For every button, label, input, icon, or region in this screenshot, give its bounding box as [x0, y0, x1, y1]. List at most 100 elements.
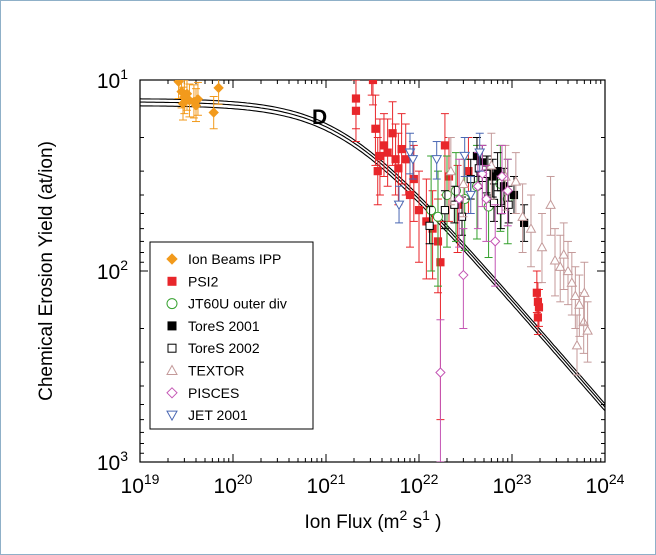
data-point: [190, 100, 202, 111]
data-point: [383, 148, 392, 157]
x-tick-exp: 23: [516, 471, 532, 487]
x-axis-label-main: Ion Flux (m: [304, 512, 399, 533]
legend-entry: PSI2: [167, 273, 219, 289]
y-tick-label: 103: [97, 448, 128, 475]
data-point: [465, 190, 477, 201]
legend-label: ToreS 2001: [188, 318, 260, 334]
data-point: [570, 290, 581, 300]
x-tick-exp: 22: [423, 471, 439, 487]
x-tick-base: 10: [493, 475, 516, 498]
data-point: [177, 98, 189, 109]
legend-label: Ion Beams IPP: [188, 251, 281, 267]
data-point: [582, 325, 593, 335]
data-point: [453, 193, 465, 205]
legend-marker: [166, 298, 178, 310]
data-point: [534, 303, 544, 312]
fit-curve: [140, 105, 605, 412]
data-point: [493, 167, 502, 176]
data-point: [393, 200, 405, 211]
x-tick-base: 10: [400, 475, 423, 498]
data-point: [472, 181, 484, 192]
data-point: [458, 178, 469, 189]
data-point: [373, 167, 382, 176]
data-point: [440, 206, 450, 215]
data-point: [397, 144, 406, 154]
data-point: [414, 206, 424, 215]
x-tick-labels: 1019 1020 1021 1022 1023 1024: [121, 471, 625, 498]
data-point: [496, 171, 508, 182]
data-point: [578, 316, 590, 327]
y-tick-base: 10: [97, 261, 120, 284]
annotation-d: D: [312, 106, 327, 129]
data-point: [375, 151, 385, 161]
data-point: [525, 223, 537, 233]
x-tick-base: 10: [214, 475, 237, 498]
data-point: [562, 265, 574, 276]
legend-label: PISCES: [188, 385, 239, 401]
data-point: [571, 339, 583, 350]
x-tick-label: 1023: [493, 471, 532, 498]
x-tick-label: 1022: [400, 471, 439, 498]
x-tick-exp: 19: [144, 471, 160, 487]
data-point: [368, 80, 378, 85]
data-point: [579, 287, 590, 297]
legend-label: PSI2: [188, 273, 219, 289]
data-point: [459, 151, 471, 162]
series-ion-beams-ipp: [173, 80, 224, 130]
data-point: [208, 107, 219, 118]
data-point: [401, 155, 410, 164]
legend-marker: [167, 276, 177, 286]
x-tick-base: 10: [307, 475, 330, 498]
data-point: [407, 155, 419, 165]
data-point: [574, 299, 585, 309]
x-axis-label: Ion Flux (m2 s1 ): [304, 507, 441, 533]
data-point: [440, 141, 450, 150]
data-point: [558, 249, 570, 259]
legend-entry: ToreS 2001: [167, 318, 260, 334]
data-point: [566, 277, 578, 287]
y-tick-exp: 3: [120, 448, 128, 464]
data-point: [431, 155, 443, 165]
legend-box: [149, 241, 314, 430]
data-point: [536, 241, 548, 252]
x-tick-exp: 21: [330, 471, 346, 487]
x-tick-label: 1024: [586, 471, 625, 498]
data-point: [351, 106, 361, 115]
data-point: [481, 193, 492, 205]
legend-marker: [166, 410, 178, 422]
y-tick-label: 101: [97, 66, 128, 93]
data-point: [379, 141, 389, 150]
data-point: [504, 200, 513, 209]
data-point: [509, 190, 519, 200]
data-point: [368, 68, 375, 75]
x-tick-label: 1020: [214, 471, 253, 498]
legend-marker: [166, 253, 178, 265]
fit-curve: [140, 98, 605, 405]
data-point: [436, 258, 445, 267]
legend-entry: PISCES: [166, 385, 239, 401]
legend-label: ToreS 2002: [188, 340, 260, 356]
data-point: [432, 211, 443, 222]
data-point: [425, 221, 434, 230]
data-point: [554, 261, 566, 271]
legend-marker: [167, 321, 177, 331]
data-point: [405, 190, 415, 200]
data-point: [371, 124, 380, 133]
legend-label: JET 2001: [188, 407, 248, 423]
legend-marker: [166, 364, 178, 375]
x-tick-label: 1021: [307, 471, 346, 498]
data-point: [391, 155, 400, 164]
y-axis-label: Chemical Erosion Yield (at/ion): [36, 141, 57, 401]
data-point: [545, 199, 556, 209]
data-point: [549, 254, 561, 265]
legend-entry: JET 2001: [166, 407, 248, 423]
data-point: [533, 313, 543, 322]
data-point: [441, 189, 452, 200]
data-point: [435, 367, 446, 378]
data-point: [489, 198, 499, 207]
data-point: [213, 82, 224, 94]
series-jet-2001: [393, 132, 486, 224]
legend: Ion Beams IPP PSI2 JT60U outer div ToreS 20…: [149, 241, 314, 430]
y-tick-base: 10: [97, 452, 120, 475]
